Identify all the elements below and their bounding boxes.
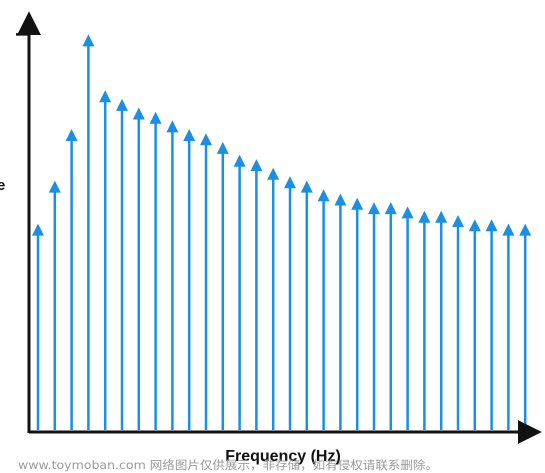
stem-arrowhead-13: [250, 159, 263, 172]
stem-arrowhead-28: [502, 223, 515, 236]
stem-arrowhead-0: [32, 223, 44, 236]
stem-arrowhead-26: [468, 219, 481, 232]
stem-arrowhead-18: [334, 193, 347, 206]
stem-arrowhead-5: [116, 98, 128, 111]
stem-arrowhead-17: [317, 189, 330, 202]
x-axis-label: Frequency (Hz): [225, 448, 341, 465]
stem-arrowhead-8: [166, 120, 179, 133]
stem-arrowhead-20: [368, 202, 380, 215]
stem-arrowhead-24: [435, 210, 448, 223]
stem-arrowhead-21: [384, 202, 397, 215]
stem-series: [32, 34, 532, 430]
stem-arrowhead-9: [183, 129, 196, 141]
stem-arrowhead-7: [149, 111, 162, 124]
stem-arrowhead-10: [200, 133, 212, 146]
stem-arrowhead-3: [82, 34, 95, 47]
stem-arrowhead-15: [284, 176, 296, 189]
stem-arrowhead-25: [452, 215, 464, 227]
stem-arrowhead-16: [300, 180, 313, 193]
stem-arrowhead-6: [132, 107, 145, 120]
watermark: www.toymoban.com 网络图片仅供展示，非存储，如有侵权请联系删除。: [18, 458, 438, 472]
stem-arrowhead-2: [65, 129, 78, 141]
y-axis-label-fragment: e: [0, 177, 5, 194]
stem-arrowhead-27: [485, 219, 498, 232]
stem-arrowhead-22: [401, 206, 414, 219]
stem-arrowhead-11: [216, 141, 229, 154]
stem-arrowhead-23: [418, 210, 431, 223]
stem-arrowhead-4: [99, 90, 112, 103]
stem-arrowhead-29: [519, 223, 532, 236]
stem-arrowhead-14: [267, 167, 280, 180]
stem-arrowhead-12: [233, 154, 246, 167]
stem-arrowhead-19: [351, 197, 364, 210]
stem-arrowhead-1: [48, 180, 61, 193]
